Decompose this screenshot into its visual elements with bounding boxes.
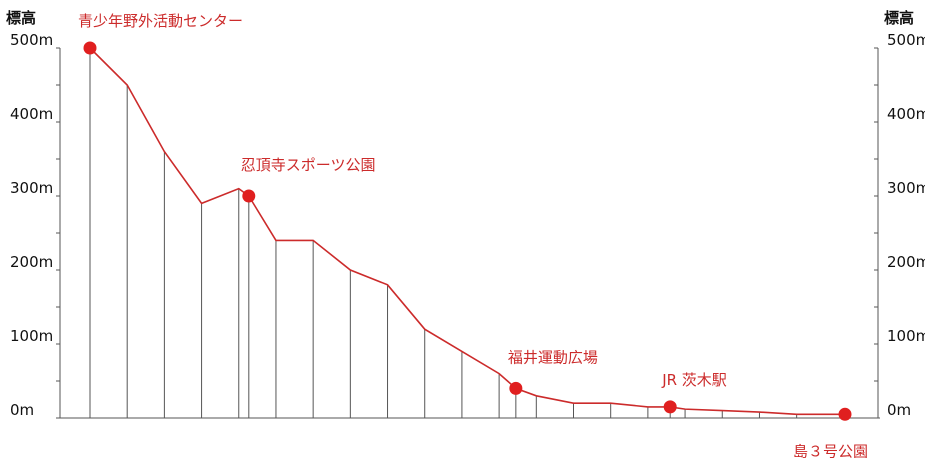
landmark-markers bbox=[83, 41, 852, 421]
right-axis-title: 標高 bbox=[884, 9, 914, 27]
right-axis-tick-label: 300m bbox=[887, 179, 925, 197]
right-axis-tick-label: 0m bbox=[887, 401, 911, 419]
axes bbox=[59, 48, 880, 419]
left-axis-tick-label: 200m bbox=[10, 253, 53, 271]
right-axis-tick-label: 500m bbox=[887, 31, 925, 49]
right-axis-tick-label: 200m bbox=[887, 253, 925, 271]
landmark-marker bbox=[838, 407, 852, 421]
landmark-label: 福井運動広場 bbox=[508, 348, 598, 366]
left-axis-tick-label: 500m bbox=[10, 31, 53, 49]
landmark-marker bbox=[83, 41, 97, 55]
left-axis-tick-label: 400m bbox=[10, 105, 53, 123]
landmark-marker bbox=[242, 189, 256, 203]
landmark-label: 島３号公園 bbox=[793, 442, 868, 458]
elevation-profile-line bbox=[89, 47, 845, 416]
right-axis-tick-label: 100m bbox=[887, 327, 925, 345]
left-axis-tick-label: 100m bbox=[10, 327, 53, 345]
vertical-grid-lines bbox=[89, 48, 846, 418]
landmark-label: 忍頂寺スポーツ公園 bbox=[241, 156, 376, 174]
axis-ticks bbox=[56, 47, 878, 419]
left-axis-title: 標高 bbox=[6, 9, 36, 27]
right-axis-tick-label: 400m bbox=[887, 105, 925, 123]
landmark-label: JR 茨木駅 bbox=[661, 371, 727, 389]
axis-tick-labels: 0m 0m 100m 100m 200m 200m 300m 300m 400m 400m 500m… bbox=[10, 31, 925, 419]
left-axis-tick-label: 0m bbox=[10, 401, 34, 419]
landmark-marker bbox=[663, 400, 677, 414]
left-axis-tick-label: 300m bbox=[10, 179, 53, 197]
landmark-label: 青少年野外活動センター bbox=[78, 12, 243, 30]
landmark-marker bbox=[509, 381, 523, 395]
